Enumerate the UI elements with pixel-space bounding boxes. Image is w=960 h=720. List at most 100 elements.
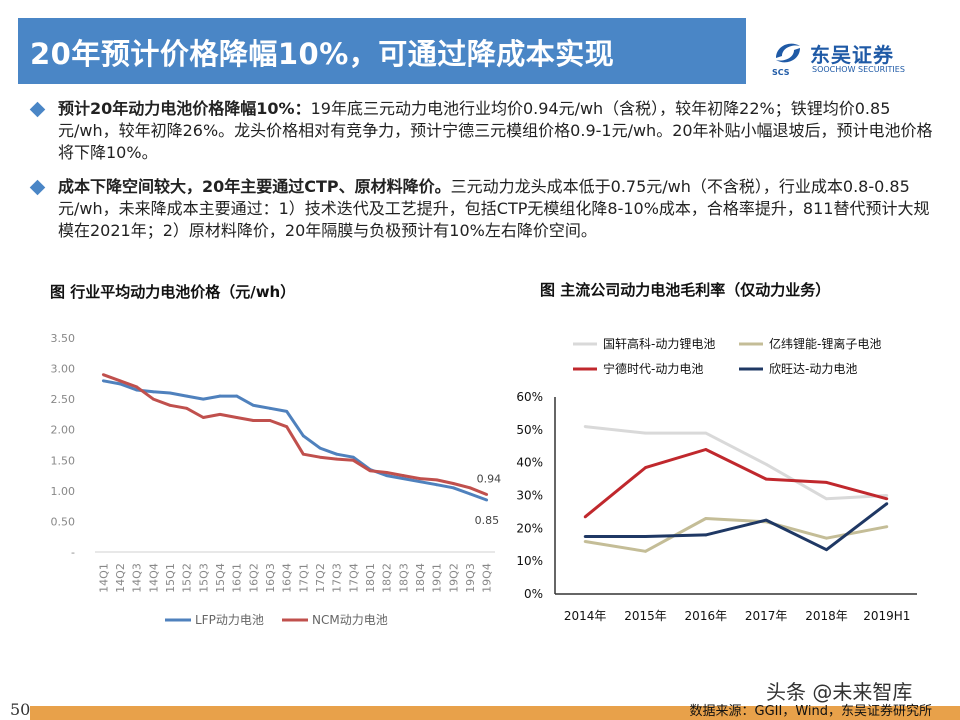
- x-tick-label: 16Q3: [264, 563, 277, 593]
- series-line-gotion: [585, 425, 887, 501]
- data-point: [825, 548, 828, 552]
- x-tick-label: 15Q1: [164, 563, 177, 593]
- data-point: [435, 483, 439, 487]
- bullet-item: 成本下降空间较大，20年主要通过CTP、原材料降价。三元动力龙头成本低于0.75…: [29, 176, 935, 242]
- x-tick-label: 19Q1: [431, 563, 444, 593]
- y-tick-label: 2.50: [51, 393, 76, 406]
- x-tick-label: 16Q1: [231, 563, 244, 593]
- x-tick-label: 17Q4: [347, 563, 360, 593]
- logo-text-cn: 东吴证券: [810, 43, 894, 67]
- x-tick-label: 17Q1: [297, 563, 310, 593]
- series-line-ncm: [102, 373, 488, 496]
- logo-text-scs: SCS: [772, 68, 790, 77]
- title-bar: 20年预计价格降幅10%，可通过降成本实现: [18, 18, 746, 84]
- data-label-ncm-end: 0.94: [477, 473, 502, 486]
- data-point: [118, 382, 122, 386]
- logo-text-en: SOOCHOW SECURITIES: [812, 65, 905, 74]
- legend-label: 亿纬锂能-锂离子电池: [769, 336, 881, 351]
- data-point: [351, 455, 355, 459]
- data-point: [583, 425, 587, 428]
- data-point: [151, 397, 155, 401]
- data-point: [301, 434, 305, 438]
- y-tick-label: 1.00: [51, 485, 76, 498]
- x-tick-label: 17Q3: [331, 563, 344, 593]
- data-point: [218, 394, 222, 398]
- data-point: [135, 388, 139, 392]
- bullet-heading: 成本下降空间较大，20年主要通过CTP、原材料降价。: [58, 177, 451, 196]
- diamond-bullet-icon: [29, 179, 46, 196]
- data-point: [268, 406, 272, 410]
- data-point: [101, 373, 105, 377]
- page-number: 50: [10, 700, 31, 719]
- data-point: [185, 406, 189, 410]
- data-point: [285, 425, 289, 429]
- x-tick-label: 15Q4: [214, 563, 227, 593]
- x-tick-label: 18Q2: [381, 563, 394, 593]
- data-point: [401, 474, 405, 477]
- series-line-eve: [584, 517, 888, 553]
- data-point: [385, 474, 389, 477]
- x-tick-label: 2015年: [624, 609, 667, 623]
- x-tick-label: 18Q4: [414, 563, 427, 593]
- data-label-lfp-end: 0.85: [475, 514, 500, 527]
- data-point: [468, 486, 472, 490]
- diamond-bullet-icon: [29, 101, 46, 118]
- data-point: [485, 493, 489, 496]
- y-tick-label: 30%: [516, 489, 543, 503]
- y-tick-label: 3.50: [51, 332, 76, 345]
- data-point: [418, 477, 422, 481]
- x-tick-label: 15Q2: [181, 563, 194, 593]
- x-tick-label: 2017年: [745, 609, 788, 623]
- data-point: [704, 533, 708, 537]
- data-point: [764, 518, 768, 522]
- soochow-logo: 东吴证券 SCS SOOCHOW SECURITIES: [772, 36, 942, 80]
- data-point: [268, 419, 272, 422]
- data-point: [583, 540, 587, 543]
- data-point: [885, 525, 889, 529]
- page-title: 20年预计价格降幅10%，可通过降成本实现: [30, 37, 615, 71]
- data-point: [301, 452, 305, 456]
- data-point: [485, 498, 489, 502]
- bullet-text: 19年底三元动力电池行业均价0.94元/wh（含税），较年初降22%；铁锂均价0…: [58, 99, 933, 162]
- y-tick-label: 20%: [516, 521, 543, 535]
- chart-title-price: 图 行业平均动力电池价格（元/wh）: [50, 283, 296, 301]
- data-point: [285, 409, 289, 413]
- y-tick-label: -: [71, 546, 75, 559]
- x-tick-label: 2016年: [685, 609, 728, 623]
- x-tick-label: 16Q4: [281, 563, 294, 593]
- data-point: [418, 480, 422, 484]
- bullet-list: 预计20年动力电池价格降幅10%：19年底三元动力电池行业均价0.94元/wh（…: [29, 98, 935, 254]
- data-point: [168, 403, 172, 407]
- series-line-sunwoda: [585, 502, 888, 552]
- data-point: [335, 457, 339, 461]
- y-tick-label: 1.50: [51, 454, 76, 467]
- data-point: [201, 416, 205, 419]
- data-point: [583, 535, 587, 538]
- data-point: [251, 403, 255, 407]
- data-point: [704, 431, 708, 435]
- x-tick-label: 14Q4: [147, 563, 160, 593]
- data-point: [351, 458, 355, 462]
- data-point: [451, 482, 455, 485]
- data-point: [335, 452, 339, 456]
- series-line-lfp: [103, 379, 488, 502]
- data-point: [764, 462, 768, 466]
- legend-label: 欣旺达-动力电池: [769, 362, 857, 376]
- legend-label: NCM动力电池: [312, 613, 388, 627]
- data-point: [368, 469, 372, 473]
- bullet-item: 预计20年动力电池价格降幅10%：19年底三元动力电池行业均价0.94元/wh（…: [29, 98, 935, 164]
- data-point: [704, 448, 708, 451]
- y-tick-label: 50%: [516, 423, 543, 437]
- data-point: [235, 394, 239, 398]
- data-point: [885, 497, 889, 501]
- x-tick-label: 19Q4: [481, 563, 494, 593]
- data-point: [885, 502, 889, 506]
- margin-line-chart: 0% 10% 20% 30% 40% 50% 60% 2014年 2015年 2016年 2017年…: [516, 336, 917, 623]
- chart-title-margin: 图 主流公司动力电池毛利率（仅动力业务）: [540, 281, 831, 299]
- x-tick-label: 14Q3: [131, 563, 144, 593]
- legend-label: 国轩高科-动力锂电池: [603, 336, 715, 351]
- x-tick-label: 2014年: [564, 609, 607, 623]
- data-point: [644, 549, 647, 553]
- data-point: [583, 515, 587, 519]
- data-point: [468, 492, 472, 496]
